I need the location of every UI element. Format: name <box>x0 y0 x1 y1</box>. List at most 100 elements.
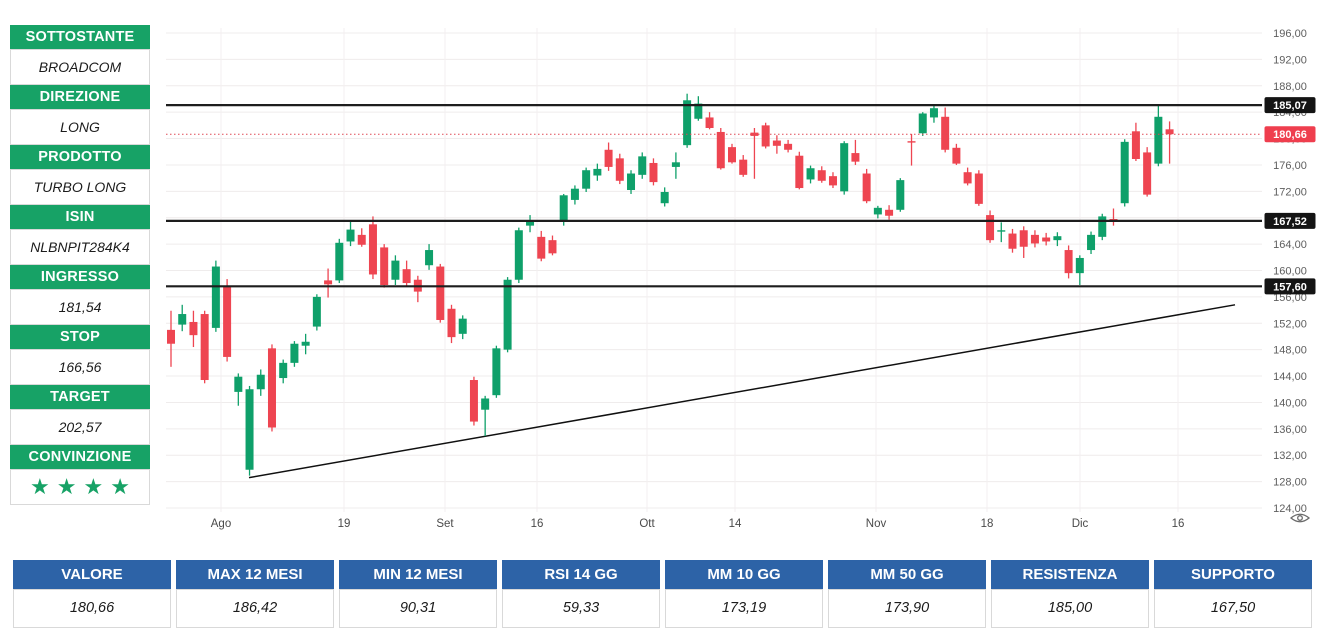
candle-body <box>1008 233 1017 249</box>
candle-body <box>671 162 680 167</box>
candle-body <box>167 329 175 344</box>
x-tick-label: Dic <box>1072 518 1089 530</box>
candle-body <box>234 376 243 392</box>
candle-body <box>918 113 927 134</box>
candle-body <box>1053 236 1062 241</box>
y-tick-label: 160,00 <box>1273 266 1307 278</box>
candle-body <box>380 247 389 286</box>
candle-body <box>739 159 748 175</box>
conviction-stars: ★ ★ ★ ★ <box>10 469 150 505</box>
sidebar-header-ingresso: INGRESSO <box>10 265 150 290</box>
sidebar-value-direzione: LONG <box>10 109 150 145</box>
candle-body <box>346 229 355 242</box>
svg-text:157,60: 157,60 <box>1273 281 1307 293</box>
candle-body <box>357 234 366 245</box>
candle-body <box>582 170 591 189</box>
candle-body <box>660 191 669 204</box>
candle-body <box>885 209 894 216</box>
candle-body <box>772 140 781 146</box>
candle-body <box>1030 234 1039 244</box>
x-tick-label: 19 <box>338 518 351 530</box>
svg-text:180,66: 180,66 <box>1273 129 1307 141</box>
y-tick-label: 156,00 <box>1273 292 1307 304</box>
eye-icon[interactable] <box>1288 509 1312 527</box>
sidebar-value-prodotto: TURBO LONG <box>10 169 150 205</box>
candle-body <box>1098 216 1107 237</box>
candle-body <box>425 250 434 266</box>
candle-body <box>963 172 972 184</box>
table-header-mm-10-gg: MM 10 GG <box>665 560 823 589</box>
candle-body <box>279 362 288 379</box>
sidebar-header-prodotto: PRODOTTO <box>10 145 150 170</box>
y-gridlines <box>166 32 1262 509</box>
candle-body <box>795 155 804 189</box>
candle-body <box>851 153 860 162</box>
candle-body <box>716 131 725 169</box>
star-icon: ★ <box>110 474 137 499</box>
candle-body <box>649 162 658 183</box>
candle-body <box>1120 141 1129 204</box>
candle-body <box>627 173 636 191</box>
level-lines <box>166 104 1262 288</box>
price-chart-canvas[interactable]: 196,00192,00188,00184,00180,00176,00172,… <box>0 0 1330 545</box>
candle-body <box>728 147 736 163</box>
y-tick-label: 148,00 <box>1273 345 1307 357</box>
table-col-rsi-14-gg: RSI 14 GG 59,33 <box>502 560 660 628</box>
table-header-valore: VALORE <box>13 560 171 589</box>
candle-body <box>784 143 793 150</box>
candle-body <box>301 341 310 346</box>
candle-body <box>211 266 220 328</box>
sidebar-header-stop: STOP <box>10 325 150 350</box>
candle-body <box>189 321 198 336</box>
candle-body <box>447 308 456 338</box>
y-tick-label: 132,00 <box>1273 450 1307 462</box>
y-tick-label: 124,00 <box>1273 503 1307 515</box>
y-tick-label: 192,00 <box>1273 54 1307 66</box>
candle-body <box>806 168 815 180</box>
x-tick-label: 18 <box>981 518 994 530</box>
y-tick-label: 128,00 <box>1273 477 1307 489</box>
candle-body <box>526 221 535 226</box>
candle-body <box>402 269 411 284</box>
table-col-mm-10-gg: MM 10 GG 173,19 <box>665 560 823 628</box>
candle-body <box>391 260 400 280</box>
table-col-valore: VALORE 180,66 <box>13 560 171 628</box>
candle-body <box>1075 257 1084 274</box>
price-tag-185-07: 185,07 <box>1264 97 1316 114</box>
candle-body <box>223 285 232 357</box>
table-col-min-12-mesi: MIN 12 MESI 90,31 <box>339 560 497 628</box>
candle-body <box>828 176 837 186</box>
table-header-min-12-mesi: MIN 12 MESI <box>339 560 497 589</box>
table-col-supporto: SUPPORTO 167,50 <box>1154 560 1312 628</box>
y-tick-label: 144,00 <box>1273 371 1307 383</box>
price-tag-157-60: 157,60 <box>1264 278 1316 295</box>
table-col-resistenza: RESISTENZA 185,00 <box>991 560 1149 628</box>
table-col-max-12-mesi: MAX 12 MESI 186,42 <box>176 560 334 628</box>
stats-table: VALORE 180,66 MAX 12 MESI 186,42 MIN 12 MESI… <box>13 560 1312 628</box>
price-tag-167-52: 167,52 <box>1264 212 1316 229</box>
y-tick-label: 136,00 <box>1273 424 1307 436</box>
candle-body <box>548 240 557 254</box>
table-value-mm-50-gg: 173,90 <box>828 589 986 628</box>
candle-body <box>593 168 602 176</box>
table-header-max-12-mesi: MAX 12 MESI <box>176 560 334 589</box>
candle-body <box>1087 234 1096 251</box>
candle-body <box>1042 237 1051 242</box>
sidebar-value-ingresso: 181,54 <box>10 289 150 325</box>
candle-body <box>997 230 1006 232</box>
candle-body <box>873 207 882 215</box>
candle-body <box>694 103 703 119</box>
candle-body <box>1064 250 1073 274</box>
table-value-mm-10-gg: 173,19 <box>665 589 823 628</box>
sidebar-header-convinzione: CONVINZIONE <box>10 445 150 470</box>
candle-body <box>1154 116 1163 164</box>
x-tick-label: 16 <box>531 518 544 530</box>
sidebar-header-sottostante: SOTTOSTANTE <box>10 25 150 50</box>
candle-body <box>907 141 916 143</box>
ascending-trendline <box>248 304 1236 479</box>
candle-body <box>952 147 961 164</box>
candle-body <box>929 108 938 118</box>
sidebar-value-sottostante: BROADCOM <box>10 49 150 85</box>
candle-body <box>896 180 905 210</box>
svg-text:185,07: 185,07 <box>1273 100 1307 112</box>
